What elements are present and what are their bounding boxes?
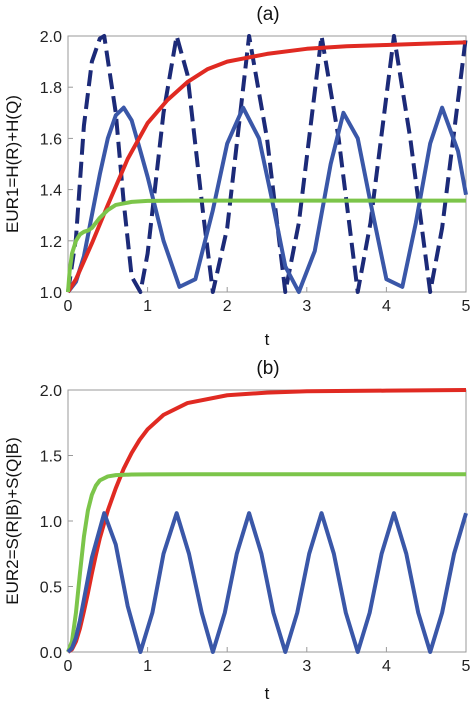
panel-b-ticks: 0 1 2 3 4 5 0.0 0.5 1.0 1.5 2.0 [40,383,471,675]
x-tick-label: 0 [64,658,73,675]
x-tick-label: 4 [382,658,391,675]
panel-a-ticks: 0 1 2 3 4 5 1.0 1.2 1.4 1.6 1.8 2.0 [40,29,471,315]
panel-a-label: (a) [256,4,279,25]
y-tick-label: 1.4 [40,183,62,200]
panel-a: (a) 0 1 2 3 4 5 1.0 1.2 1.4 1.6 1.8 2.0 t EUR1=H(R)… [3,4,471,349]
y-tick-label: 1.0 [40,285,62,302]
x-tick-label: 3 [302,298,311,315]
panel-a-ylabel: EUR1=H(R)+H(Q) [3,95,22,233]
x-tick-label: 0 [64,298,73,315]
panel-a-frame [67,35,467,293]
y-tick-label: 2.0 [40,29,62,46]
panel-a-xlabel: t [265,330,270,349]
x-tick-label: 4 [382,298,391,315]
x-tick-label: 1 [143,298,152,315]
x-tick-label: 5 [462,298,471,315]
y-tick-label: 0.5 [40,580,62,597]
x-tick-label: 3 [302,658,311,675]
series-line-3 [66,198,466,293]
y-tick-label: 1.8 [40,80,62,97]
y-tick-label: 2.0 [40,383,62,400]
series-line-2 [66,511,468,654]
x-tick-label: 2 [223,658,232,675]
y-tick-label: 0.0 [40,645,62,662]
panel-b: (b) 0 1 2 3 4 5 0.0 0.5 1.0 1.5 2.0 t EUR2=S(R|B)+… [3,358,471,703]
x-tick-label: 5 [462,658,471,675]
y-tick-label: 1.0 [40,514,62,531]
panel-b-ylabel: EUR2=S(R|B)+S(Q|B) [3,437,22,605]
y-tick-label: 1.2 [40,234,62,251]
panel-b-series [66,388,468,654]
series-line-1 [66,472,466,653]
series-line-2 [66,40,467,294]
panel-b-xlabel: t [265,684,270,703]
panel-a-series [66,34,468,294]
series-line-0 [66,34,468,294]
panel-b-label: (b) [256,358,279,379]
series-line-1 [66,105,468,294]
y-tick-label: 1.6 [40,131,62,148]
x-tick-label: 2 [223,298,232,315]
y-tick-label: 1.5 [40,449,62,466]
x-tick-label: 1 [143,658,152,675]
